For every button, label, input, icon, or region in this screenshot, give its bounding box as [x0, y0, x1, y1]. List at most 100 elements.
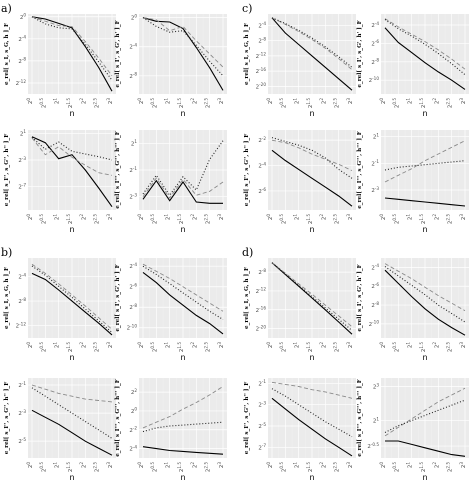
y-tick-label: 23 — [373, 382, 380, 390]
x-tick-label: 20 — [266, 462, 274, 469]
y-tick-label: 2-20 — [256, 82, 267, 90]
x-tick-label: 22 — [432, 462, 440, 469]
series-line-solid — [271, 17, 353, 91]
x-tick-label: 20 — [137, 98, 145, 105]
y-axis-label: e_rel[ s_I, s_G, h ]_F — [4, 267, 10, 329]
panel-a-5: 20 20.5 21 21.5 22 22.5 23 21 2-1 2-3 n e_rel[ s_I'… — [115, 130, 227, 234]
y-tick-label: 2-3 — [18, 409, 26, 417]
series-line-solid — [31, 409, 113, 456]
x-tick-label: 23 — [346, 214, 354, 221]
y-axis-label: e_rel[ s_I''', s_G''', h''' ]_F — [115, 131, 121, 209]
y-tick-label: 20 — [20, 13, 27, 21]
series-line-dot — [271, 388, 353, 438]
x-tick-label: 21 — [292, 214, 300, 221]
x-axis-label: n — [422, 225, 427, 234]
y-tick-label: 2-3 — [129, 192, 137, 200]
series-line-solid — [384, 269, 466, 336]
group-label-b: b) — [1, 246, 12, 259]
y-tick-label: 2-10 — [369, 320, 380, 328]
panel-b-13: 20 20.5 21 21.5 22 22.5 23 22 20 2-2 2-4 n e_rel[ s_… — [115, 378, 227, 482]
x-tick-label: 21 — [405, 214, 413, 221]
y-axis-label: e_rel[ s_I', s_G', h' ]_F — [357, 264, 363, 331]
y-tick-label: 2-8 — [258, 36, 266, 44]
y-tick-label: 2-8 — [18, 57, 26, 65]
x-tick-label: 20.5 — [39, 342, 47, 352]
x-tick-label: 21 — [405, 462, 413, 469]
x-axis-label: n — [309, 109, 314, 118]
series-line-dot — [142, 265, 224, 320]
x-tick-label: 22.5 — [445, 214, 453, 224]
x-tick-label: 22.5 — [332, 214, 340, 224]
x-tick-label: 22.5 — [92, 214, 100, 224]
y-tick-label: 2-8 — [371, 58, 379, 66]
x-tick-label: 23 — [217, 98, 225, 105]
series-line-dot — [271, 262, 353, 331]
x-tick-label: 20.5 — [39, 98, 47, 108]
x-tick-label: 23 — [217, 214, 225, 221]
x-tick-label: 21.5 — [419, 462, 427, 472]
x-tick-label: 22 — [190, 214, 198, 221]
panel-c-2: 20 20.5 21 21.5 22 22.5 23 2-4 2-8 2-12 2-16 2-20 n e… — [244, 14, 356, 118]
y-axis-label: e_rel[ s_I, s_G, h ]_F — [244, 267, 250, 329]
x-tick-label: 21.5 — [306, 214, 314, 224]
series-line-dash — [142, 177, 224, 199]
series-line-dash — [271, 139, 353, 172]
x-axis-label: n — [180, 109, 185, 118]
x-tick-label: 21 — [292, 462, 300, 469]
panel-d-11: 20 20.5 21 21.5 22 22.5 23 2-4 2-6 2-8 2-10 n e_rel[… — [357, 258, 469, 362]
x-tick-label: 22 — [79, 342, 87, 349]
series-line-dash — [31, 263, 113, 330]
x-tick-label: 23 — [346, 98, 354, 105]
x-tick-label: 23 — [106, 98, 114, 105]
x-tick-label: 20.5 — [392, 462, 400, 472]
x-tick-label: 23 — [217, 342, 225, 349]
series-line-dot — [384, 266, 466, 323]
series-line-dash — [142, 263, 224, 312]
series-line-solid — [142, 271, 224, 335]
series-line-solid — [271, 262, 353, 335]
x-axis-label: n — [309, 473, 314, 482]
y-axis-label: e_rel[ s_I'', s_G'', h'' ]_F — [4, 382, 10, 454]
series-line-dash — [384, 140, 466, 183]
x-tick-label: 20.5 — [279, 462, 287, 472]
y-tick-label: 2-8 — [18, 297, 26, 305]
y-axis-label: e_rel[ s_I', s_G', h' ]_F — [115, 264, 121, 331]
x-tick-label: 22.5 — [332, 342, 340, 352]
y-tick-label: 2-3 — [258, 400, 266, 408]
series-line-dot — [31, 16, 113, 81]
x-axis-label: n — [422, 109, 427, 118]
x-tick-label: 21 — [292, 98, 300, 105]
y-tick-label: 2-8 — [129, 303, 137, 311]
series-line-solid — [31, 16, 113, 92]
panel-c-7: 20 20.5 21 21.5 22 22.5 23 21 2-1 2-3 n e_rel[ s_I'… — [357, 130, 469, 234]
y-tick-label: 2-2 — [129, 426, 137, 434]
y-tick-label: 2-12 — [256, 287, 267, 295]
x-tick-label: 20 — [137, 462, 145, 469]
x-tick-label: 20 — [137, 214, 145, 221]
y-tick-label: 20 — [131, 13, 138, 21]
panel-d-14: 20 20.5 21 21.5 22 22.5 23 2-1 2-3 2-5 2-7 n e_rel[ … — [244, 378, 356, 482]
panel-a-0: 20 20.5 21 21.5 22 22.5 23 20 2-4 2-8 2-12 n e_rel[ … — [4, 13, 116, 118]
series-line-dash — [384, 263, 466, 312]
x-tick-label: 23 — [346, 342, 354, 349]
x-tick-label: 23 — [106, 342, 114, 349]
x-tick-label: 21 — [52, 214, 60, 221]
y-tick-label: 21 — [20, 129, 27, 137]
x-tick-label: 20.5 — [150, 462, 158, 472]
panel-c-6: 20 20.5 21 21.5 22 22.5 23 2-2 2-4 2-6 n e_rel[ s_I… — [244, 130, 356, 234]
x-tick-label: 22 — [190, 462, 198, 469]
series-line-dash — [384, 387, 466, 437]
series-line-dash — [271, 17, 353, 70]
x-tick-label: 22.5 — [445, 98, 453, 108]
panel-d-10: 20 20.5 21 21.5 22 22.5 23 2-8 2-12 2-16 2-20 n e_re… — [244, 258, 356, 362]
series-line-solid — [384, 27, 466, 90]
panel-c-3: 20 20.5 21 21.5 22 22.5 23 2-4 2-6 2-8 2-10 n e_rel[… — [357, 14, 469, 118]
x-tick-label: 20 — [26, 214, 34, 221]
x-tick-label: 22.5 — [445, 462, 453, 472]
x-axis-label: n — [422, 353, 427, 362]
x-tick-label: 20.5 — [279, 342, 287, 352]
group-label-a: a) — [1, 2, 12, 15]
x-tick-label: 20 — [137, 342, 145, 349]
x-tick-label: 20.5 — [150, 342, 158, 352]
panel-b-12: 20 20.5 21 21.5 22 22.5 23 2-1 2-3 2-5 n e_rel[ s_I… — [4, 378, 116, 482]
